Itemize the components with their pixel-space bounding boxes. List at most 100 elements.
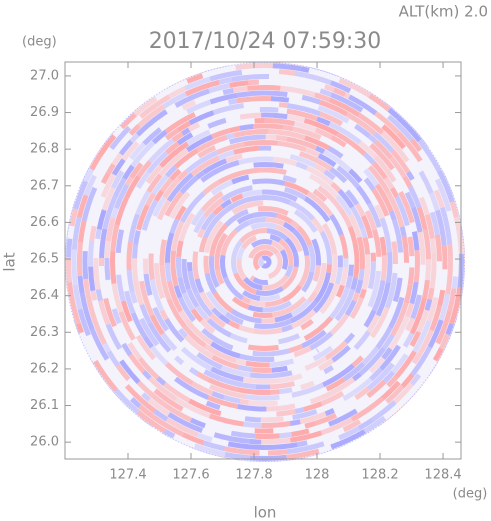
echo-segment (156, 376, 167, 386)
echo-segment (413, 250, 420, 283)
echo-segment (276, 135, 288, 142)
echo-segment (342, 361, 366, 382)
echo-segment (192, 251, 200, 280)
echo-segment (403, 284, 413, 304)
echo-segment (337, 188, 355, 209)
echo-segment (129, 291, 138, 304)
echo-segment (278, 238, 294, 267)
echo-segment (238, 324, 255, 334)
echo-segment (174, 88, 210, 108)
echo-segment (77, 275, 85, 294)
echo-segment (209, 92, 238, 105)
echo-segment (139, 94, 171, 119)
echo-segment (239, 398, 249, 405)
echo-segment (362, 236, 371, 255)
echo-segment (224, 451, 251, 461)
echo-segment (334, 266, 343, 285)
echo-segment (230, 308, 262, 324)
echo-segment (128, 224, 137, 243)
echo-segment (196, 352, 223, 370)
echo-segment (95, 228, 102, 240)
echo-segment (187, 262, 193, 272)
echo-segment (265, 217, 286, 227)
echo-segment (258, 256, 265, 268)
echo-segment (163, 382, 191, 403)
echo-segment (435, 310, 453, 345)
y-tick-label: 26.3 (30, 325, 59, 340)
echo-segment (439, 333, 451, 350)
echo-segment (223, 395, 241, 404)
echo-segment (200, 190, 224, 212)
echo-segment (312, 282, 335, 314)
echo-segment (322, 149, 352, 173)
echo-segment (239, 228, 268, 244)
echo-segment (366, 314, 381, 334)
y-tick-label: 26.1 (30, 398, 59, 413)
echo-segment (422, 279, 430, 299)
echo-segment (88, 266, 96, 292)
echo-segment (160, 177, 174, 193)
echo-segment (181, 99, 197, 111)
echo-segment (128, 124, 141, 136)
echo-segment (371, 188, 390, 217)
echo-segment (253, 250, 274, 271)
echo-segment (325, 377, 346, 392)
echo-segment (145, 164, 163, 185)
echo-segment (95, 289, 103, 302)
echo-segment (243, 276, 263, 291)
echo-segment (293, 345, 312, 358)
echo-segment (252, 167, 287, 175)
echo-segment (295, 161, 308, 171)
echo-segment (313, 262, 327, 294)
echo-segment (437, 289, 446, 307)
echo-segment (212, 291, 234, 313)
echo-segment (313, 163, 327, 174)
echo-segment (367, 261, 377, 290)
echo-segment (239, 112, 262, 120)
echo-segment (218, 313, 231, 325)
echo-segment (136, 170, 151, 189)
echo-segment (133, 96, 158, 117)
echo-segment (66, 257, 72, 283)
echo-segment (135, 334, 157, 361)
echo-segment (329, 166, 348, 184)
echo-segment (385, 384, 405, 404)
echo-segment (409, 330, 422, 347)
echo-segment (154, 263, 166, 299)
echo-segment (301, 94, 322, 105)
echo-segment (68, 294, 81, 325)
echo-segment (329, 286, 351, 320)
echo-segment (449, 287, 463, 325)
echo-segment (286, 108, 319, 122)
echo-segment (289, 219, 301, 230)
echo-segment (231, 296, 250, 310)
echo-segment (429, 253, 437, 289)
echo-segment (83, 278, 95, 312)
echo-segment (281, 324, 293, 333)
echo-segment (268, 129, 306, 141)
echo-segment (126, 328, 136, 341)
echo-segment (284, 180, 310, 196)
echo-segment (330, 80, 352, 94)
echo-segment (336, 131, 367, 156)
echo-segment (167, 412, 204, 434)
echo-segment (289, 154, 317, 168)
echo-segment (417, 139, 442, 173)
echo-segment (366, 379, 387, 398)
echo-segment (224, 208, 249, 227)
echo-segment (142, 258, 149, 275)
echo-segment (324, 340, 348, 361)
echo-segment (363, 177, 376, 192)
echo-segment (214, 232, 228, 270)
echo-segment (194, 443, 226, 457)
echo-segment (270, 96, 290, 103)
echo-segment (190, 208, 205, 226)
echo-segment (79, 292, 95, 331)
echo-segment (233, 272, 257, 295)
echo-segment (132, 243, 139, 259)
echo-segment (359, 288, 367, 299)
echo-segment (271, 296, 307, 318)
plot-frame (64, 61, 462, 460)
echo-segment (136, 410, 166, 434)
echo-segment (128, 353, 146, 374)
